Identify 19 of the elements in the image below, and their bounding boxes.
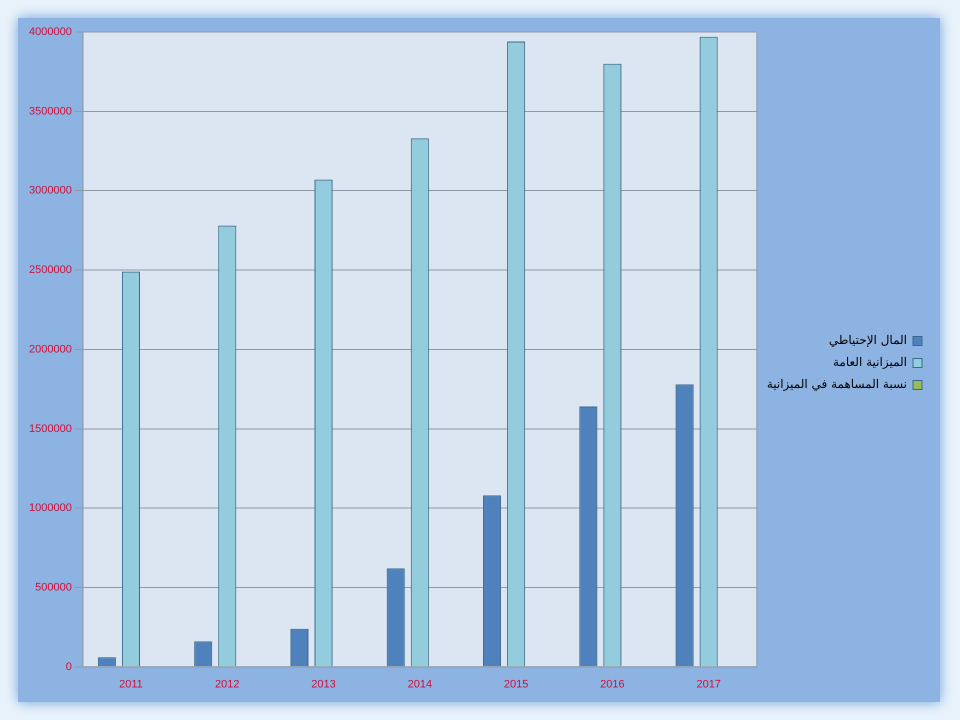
- y-tick-label: 3500000: [28, 105, 72, 118]
- y-tick-label: 1000000: [28, 502, 72, 514]
- y-tick-label: 1500000: [28, 422, 72, 435]
- x-tick-label: 2016: [600, 678, 625, 690]
- y-tick-label: 2500000: [28, 264, 72, 276]
- y-tick-label: 2000000: [28, 343, 72, 356]
- legend-label: المال الإحتياطي: [828, 333, 907, 348]
- x-tick-label: 2014: [408, 678, 432, 690]
- x-tick-label: 2012: [215, 678, 240, 690]
- y-tick-label: 500000: [35, 581, 72, 594]
- x-tick-label: 2013: [311, 678, 336, 690]
- y-tick-label: 0: [66, 660, 72, 673]
- legend-label: الميزانية العامة: [832, 355, 907, 370]
- x-tick-label: 2011: [119, 678, 143, 690]
- x-tick-label: 2017: [696, 678, 721, 690]
- y-tick-label: 4000000: [28, 26, 72, 38]
- y-tick-label: 3000000: [28, 184, 72, 197]
- x-tick-label: 2015: [504, 678, 528, 690]
- legend-label: نسبة المساهمة في الميزانية: [766, 377, 907, 392]
